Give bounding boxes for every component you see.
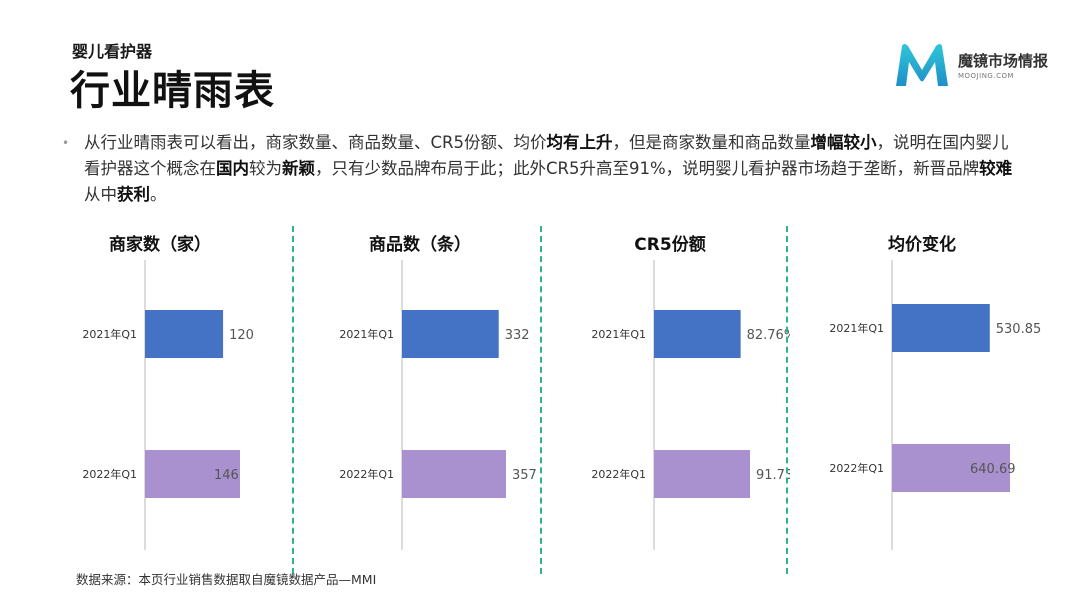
body-text: 。 xyxy=(150,185,167,204)
chart-cr5: CR5份额 2021年Q1 82.76% 2022年Q1 91.73% xyxy=(550,220,790,570)
emphasis-text: 增幅较小 xyxy=(810,133,877,152)
category-label: 2022年Q1 xyxy=(82,467,137,481)
chart-avg-price: 均价变化 2021年Q1 530.85 2022年Q1 640.69 xyxy=(792,220,1052,570)
category-label: 2022年Q1 xyxy=(829,461,884,475)
emphasis-text: 国内 xyxy=(216,159,249,178)
category-label: 2022年Q1 xyxy=(339,467,394,481)
body-text: ，说明在国内婴儿看护器这个概念在 xyxy=(84,133,1009,178)
logo-domain: MOOJING.COM xyxy=(958,72,1015,80)
bullet-icon: • xyxy=(62,136,70,150)
bar-2022年Q1 xyxy=(654,450,750,498)
emphasis-text: 较难 xyxy=(979,159,1013,178)
divider xyxy=(540,226,542,574)
chart-title: 商家数（家） xyxy=(109,235,211,255)
chart-title: CR5份额 xyxy=(634,235,706,255)
chart-title: 均价变化 xyxy=(888,235,956,255)
bar-2021年Q1 xyxy=(402,310,499,358)
emphasis-text: 新颖 xyxy=(282,159,315,178)
category-label: 2021年Q1 xyxy=(591,327,646,341)
data-label: 640.69 xyxy=(970,462,1016,477)
data-label: 357 xyxy=(512,468,537,483)
bar-2021年Q1 xyxy=(654,310,741,358)
data-label: 120 xyxy=(229,328,254,343)
category-label: 2021年Q1 xyxy=(339,327,394,341)
subtitle: 婴儿看护器 xyxy=(72,42,153,61)
body-text: 较为 xyxy=(249,159,282,178)
divider xyxy=(292,226,294,574)
bar-2021年Q1 xyxy=(145,310,224,358)
page-title: 行业晴雨表 xyxy=(70,68,275,114)
chart-svg: 2021年Q1 82.76% 2022年Q1 91.73% xyxy=(591,260,790,550)
body-text: 从行业晴雨表可以看出，商家数量、商品数量、CR5份额、均价 xyxy=(84,133,547,152)
category-label: 2021年Q1 xyxy=(829,321,884,335)
body-text: ，只有少数品牌布局于此；此外CR5升高至91%，说明婴儿看护器市场趋于垄断，新晋… xyxy=(315,159,980,178)
bar-2022年Q1 xyxy=(892,444,1010,492)
chart-title: 商品数（条） xyxy=(369,235,471,255)
logo-name: 魔镜市场情报 xyxy=(958,52,1049,70)
chart-svg: 2021年Q1 120 2022年Q1 146 xyxy=(82,260,254,550)
body-text: 从中 xyxy=(84,185,117,204)
chart-products: 商品数（条） 2021年Q1 332 2022年Q1 357 xyxy=(300,220,540,570)
data-label: 332 xyxy=(505,328,530,343)
emphasis-text: 获利 xyxy=(117,185,150,204)
bar-2022年Q1 xyxy=(402,450,506,498)
chart-merchants: 商家数（家） 2021年Q1 120 2022年Q1 146 xyxy=(40,220,280,570)
bar-2021年Q1 xyxy=(892,304,990,352)
category-label: 2021年Q1 xyxy=(82,327,137,341)
data-label: 530.85 xyxy=(996,322,1041,337)
bar-2022年Q1 xyxy=(145,450,240,498)
chart-svg: 2021年Q1 530.85 2022年Q1 640.69 xyxy=(829,260,1041,550)
data-source-note: 数据来源：本页行业销售数据取自魔镜数据产品—MMI xyxy=(76,572,377,587)
logo: 魔镜市场情报 MOOJING.COM xyxy=(892,40,1062,92)
chart-svg: 2021年Q1 332 2022年Q1 357 xyxy=(339,260,537,550)
body-text: ，但是商家数量和商品数量 xyxy=(612,133,811,152)
charts-area: 商家数（家） 2021年Q1 120 2022年Q1 146 商品数（条） 2021年… xyxy=(0,220,1080,580)
data-label: 146 xyxy=(214,468,239,483)
data-label: 91.73% xyxy=(756,468,790,483)
description-text: 从行业晴雨表可以看出，商家数量、商品数量、CR5份额、均价均有上升，但是商家数量… xyxy=(84,130,1024,208)
logo-m-icon xyxy=(896,44,948,86)
data-label: 82.76% xyxy=(747,328,790,343)
category-label: 2022年Q1 xyxy=(591,467,646,481)
divider xyxy=(786,226,788,574)
emphasis-text: 均有上升 xyxy=(546,133,613,152)
